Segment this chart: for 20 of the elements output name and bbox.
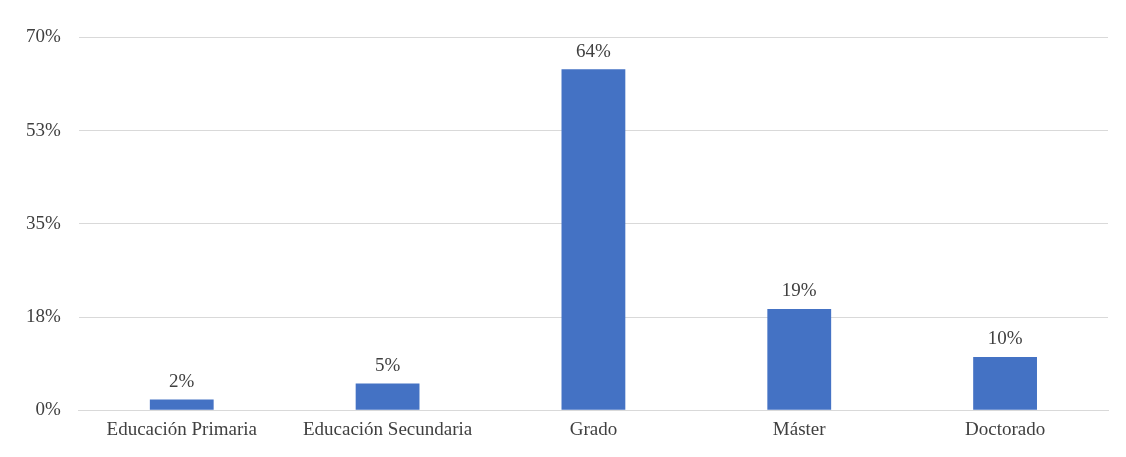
bar <box>767 309 832 410</box>
x-tick-label: Doctorado <box>964 417 1046 439</box>
bar <box>561 69 626 410</box>
y-tick-label: 35% <box>26 211 61 233</box>
data-label: 5% <box>374 354 401 376</box>
data-label: 19% <box>781 279 817 301</box>
x-tick-label: Máster <box>772 417 827 439</box>
y-tick-label: 0% <box>35 398 61 420</box>
data-label: 2% <box>169 370 195 392</box>
bar <box>355 383 420 410</box>
x-tick-label: Grado <box>569 417 618 439</box>
y-tick-label: 53% <box>26 118 61 140</box>
y-tick-label: 70% <box>26 25 61 47</box>
bar <box>973 356 1037 410</box>
data-label: 10% <box>987 327 1023 349</box>
data-label: 64% <box>576 39 611 61</box>
y-tick-label: 18% <box>26 304 61 326</box>
x-tick-label: Educación Primaria <box>106 417 258 439</box>
x-tick-label: Educación Secundaria <box>302 417 473 439</box>
bar <box>149 399 214 410</box>
